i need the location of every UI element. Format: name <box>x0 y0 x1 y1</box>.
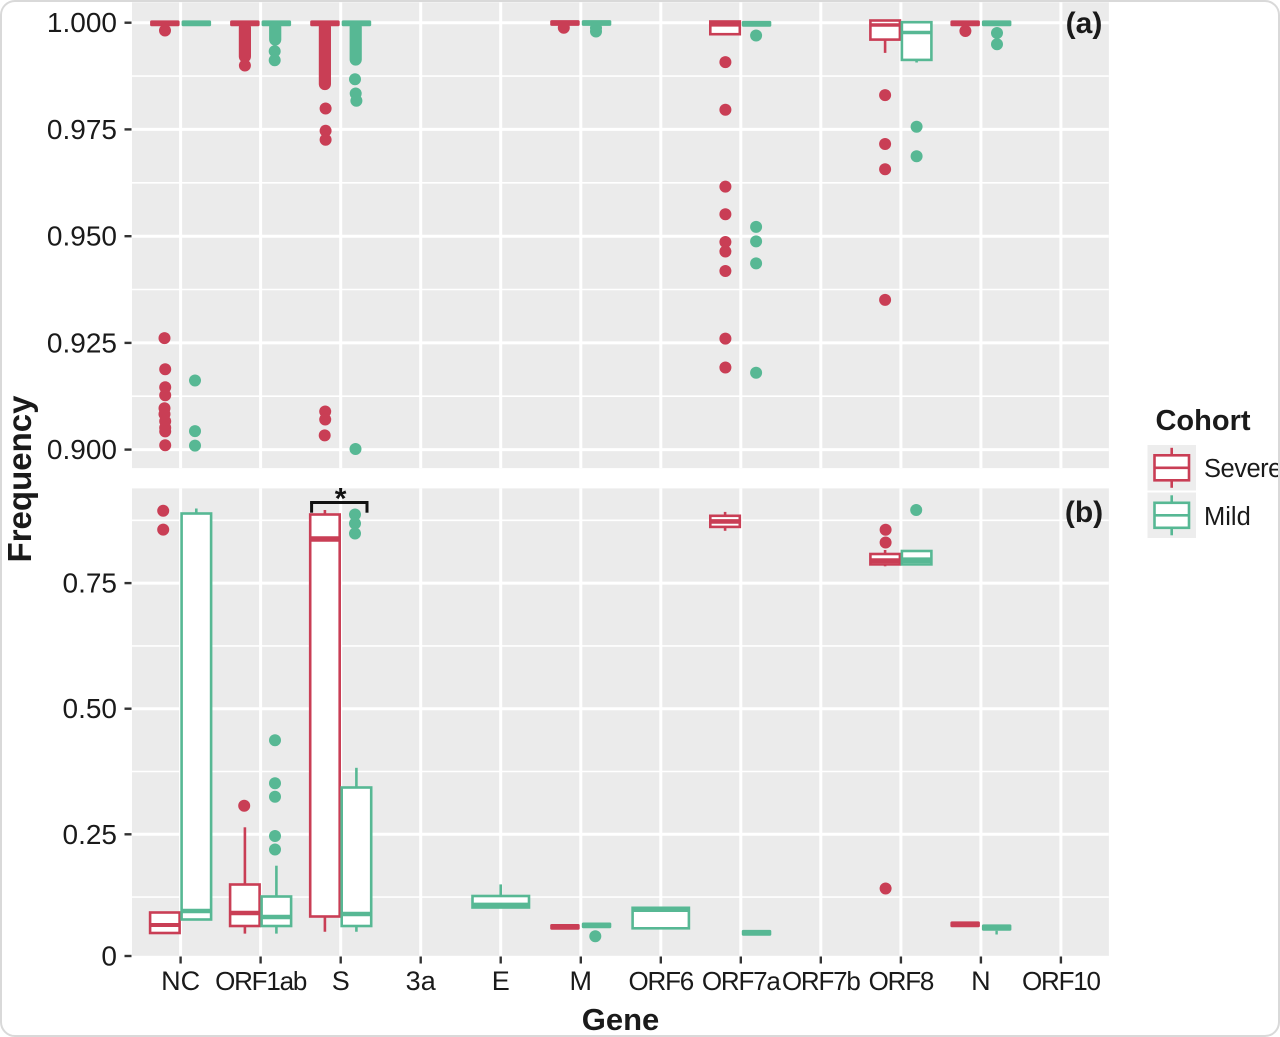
svg-text:0.900: 0.900 <box>47 434 117 465</box>
svg-text:ORF10: ORF10 <box>1022 966 1101 996</box>
svg-text:0.975: 0.975 <box>47 114 117 145</box>
svg-text:ORF1ab: ORF1ab <box>215 966 307 996</box>
svg-text:M: M <box>570 966 593 996</box>
svg-text:(b): (b) <box>1065 496 1103 529</box>
svg-text:(a): (a) <box>1066 7 1103 40</box>
svg-text:Mild: Mild <box>1204 503 1251 531</box>
svg-text:Severe: Severe <box>1204 455 1280 483</box>
svg-text:0: 0 <box>101 941 117 972</box>
svg-text:NC: NC <box>161 966 200 996</box>
svg-text:1.000: 1.000 <box>47 7 117 38</box>
svg-text:ORF7a: ORF7a <box>702 966 782 996</box>
svg-text:N: N <box>971 966 991 996</box>
svg-text:ORF7b: ORF7b <box>782 966 861 996</box>
svg-text:0.25: 0.25 <box>63 819 118 850</box>
svg-text:E: E <box>492 966 510 996</box>
svg-text:0.50: 0.50 <box>63 693 118 724</box>
svg-text:0.925: 0.925 <box>47 327 117 358</box>
svg-text:Gene: Gene <box>582 1002 660 1037</box>
svg-text:0.950: 0.950 <box>47 221 117 252</box>
svg-text:*: * <box>335 483 347 516</box>
svg-text:Cohort: Cohort <box>1155 405 1250 437</box>
svg-text:0.75: 0.75 <box>63 568 118 599</box>
svg-text:ORF6: ORF6 <box>629 966 694 996</box>
svg-text:Frequency: Frequency <box>1 395 38 563</box>
svg-text:S: S <box>332 966 350 996</box>
svg-text:3a: 3a <box>406 966 437 996</box>
svg-text:ORF8: ORF8 <box>869 966 934 996</box>
